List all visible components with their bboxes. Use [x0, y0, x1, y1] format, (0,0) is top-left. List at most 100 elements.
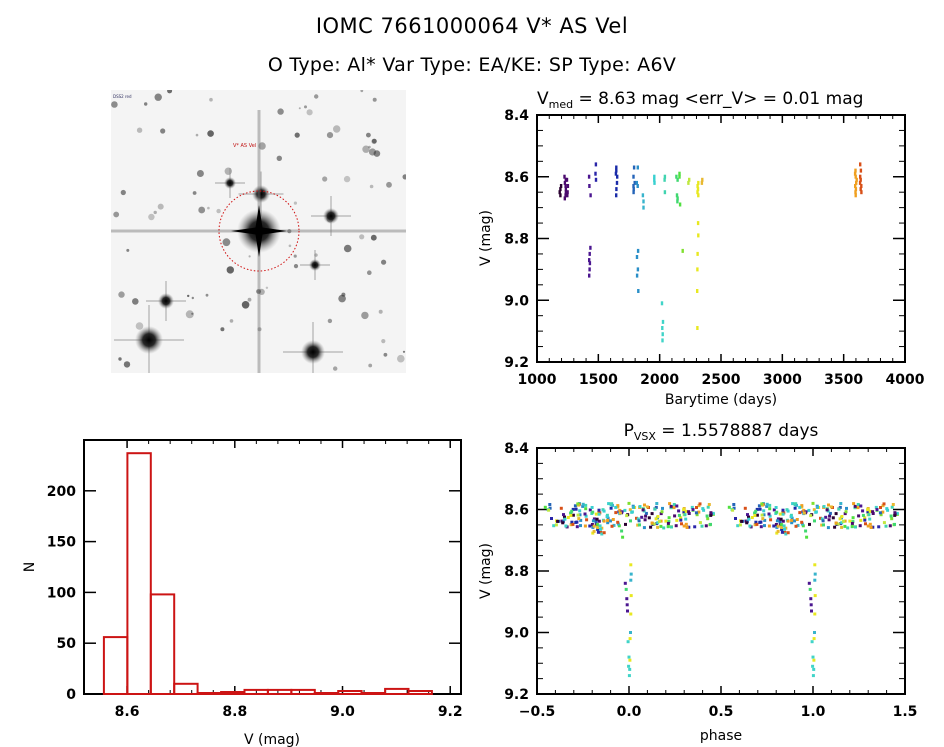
data-point: [633, 506, 637, 509]
star: [293, 264, 299, 269]
data-point: [780, 530, 784, 534]
data-point: [543, 505, 547, 509]
star: [341, 292, 346, 297]
data-point: [859, 174, 862, 179]
data-point: [674, 524, 678, 528]
histogram-ticks: 8.6 8.8 9.0 9.2 0 50 100 150 200: [47, 440, 463, 720]
data-point: [776, 529, 780, 533]
star: [220, 327, 225, 332]
data-point: [620, 510, 624, 514]
data-point: [570, 520, 574, 524]
x-tick-label: 0.0: [617, 704, 642, 720]
data-point: [584, 507, 588, 511]
light-curve-title-text: Vmed = 8.63 mag <err_V> = 0.01 mag: [537, 89, 863, 111]
data-point: [596, 527, 600, 531]
data-point: [844, 510, 848, 514]
histogram-bar: [102, 636, 129, 695]
data-point: [790, 518, 794, 522]
histogram-bar: [196, 692, 223, 695]
star: [366, 132, 371, 138]
data-point: [688, 177, 691, 182]
data-point: [660, 301, 664, 306]
data-point: [557, 519, 561, 523]
bright-star: [323, 208, 339, 224]
data-point: [851, 520, 855, 524]
data-point: [587, 174, 591, 179]
data-point: [707, 503, 711, 506]
data-point: [775, 510, 779, 514]
y-tick-label: 0: [66, 687, 76, 703]
y-tick-label: 9.0: [504, 626, 529, 642]
data-point: [563, 174, 566, 179]
data-point: [696, 184, 699, 188]
data-point: [619, 511, 623, 515]
data-point: [759, 525, 763, 529]
data-point: [590, 506, 594, 509]
data-point: [804, 529, 808, 533]
data-point: [684, 517, 688, 521]
data-point: [629, 563, 633, 567]
data-point: [616, 174, 619, 179]
data-point: [810, 640, 814, 644]
data-point: [666, 525, 670, 529]
data-point: [682, 507, 686, 510]
data-point: [812, 658, 816, 662]
data-point: [627, 655, 631, 659]
data-point: [661, 506, 664, 510]
data-point: [594, 162, 598, 167]
data-point: [632, 184, 635, 188]
data-point: [591, 519, 595, 523]
data-point: [626, 513, 630, 517]
data-point: [661, 326, 664, 330]
data-point: [661, 332, 664, 337]
data-point: [871, 510, 875, 514]
data-point: [682, 513, 686, 517]
data-point: [824, 515, 828, 519]
data-point: [827, 518, 831, 522]
data-point: [828, 511, 832, 515]
data-point: [573, 504, 577, 508]
data-point: [782, 511, 786, 515]
data-point: [629, 578, 633, 582]
data-point: [663, 177, 666, 182]
x-tick-label: 9.0: [330, 704, 355, 720]
star: [135, 322, 144, 330]
histogram-bar: [243, 688, 269, 696]
data-point: [625, 514, 629, 518]
data-point: [690, 505, 694, 509]
data-point: [607, 502, 611, 506]
star: [333, 366, 338, 371]
data-point: [623, 581, 627, 585]
data-point: [781, 519, 785, 523]
star: [322, 176, 328, 182]
data-point: [655, 522, 659, 526]
data-point: [813, 519, 816, 523]
data-point: [793, 503, 797, 507]
star: [205, 293, 209, 297]
data-point: [631, 504, 635, 508]
data-point: [636, 165, 639, 170]
data-point: [660, 510, 664, 514]
data-point: [675, 518, 679, 522]
data-point: [656, 521, 660, 525]
star: [247, 297, 252, 302]
data-point: [579, 524, 582, 528]
star: [304, 105, 307, 109]
y-tick-label: 100: [47, 585, 76, 601]
data-point: [810, 513, 814, 517]
data-point: [822, 505, 826, 509]
phase-xlabel: phase: [700, 728, 742, 744]
data-point: [653, 177, 656, 182]
data-point: [732, 503, 736, 506]
data-point: [861, 513, 865, 517]
data-point: [563, 180, 567, 185]
data-point: [597, 519, 601, 523]
data-point: [576, 503, 580, 507]
data-point: [577, 503, 581, 507]
x-tick-label: 0.5: [709, 704, 734, 720]
data-point: [644, 514, 648, 518]
data-point: [857, 514, 861, 518]
data-point: [615, 180, 619, 185]
data-point: [637, 289, 640, 293]
data-point: [614, 171, 618, 176]
